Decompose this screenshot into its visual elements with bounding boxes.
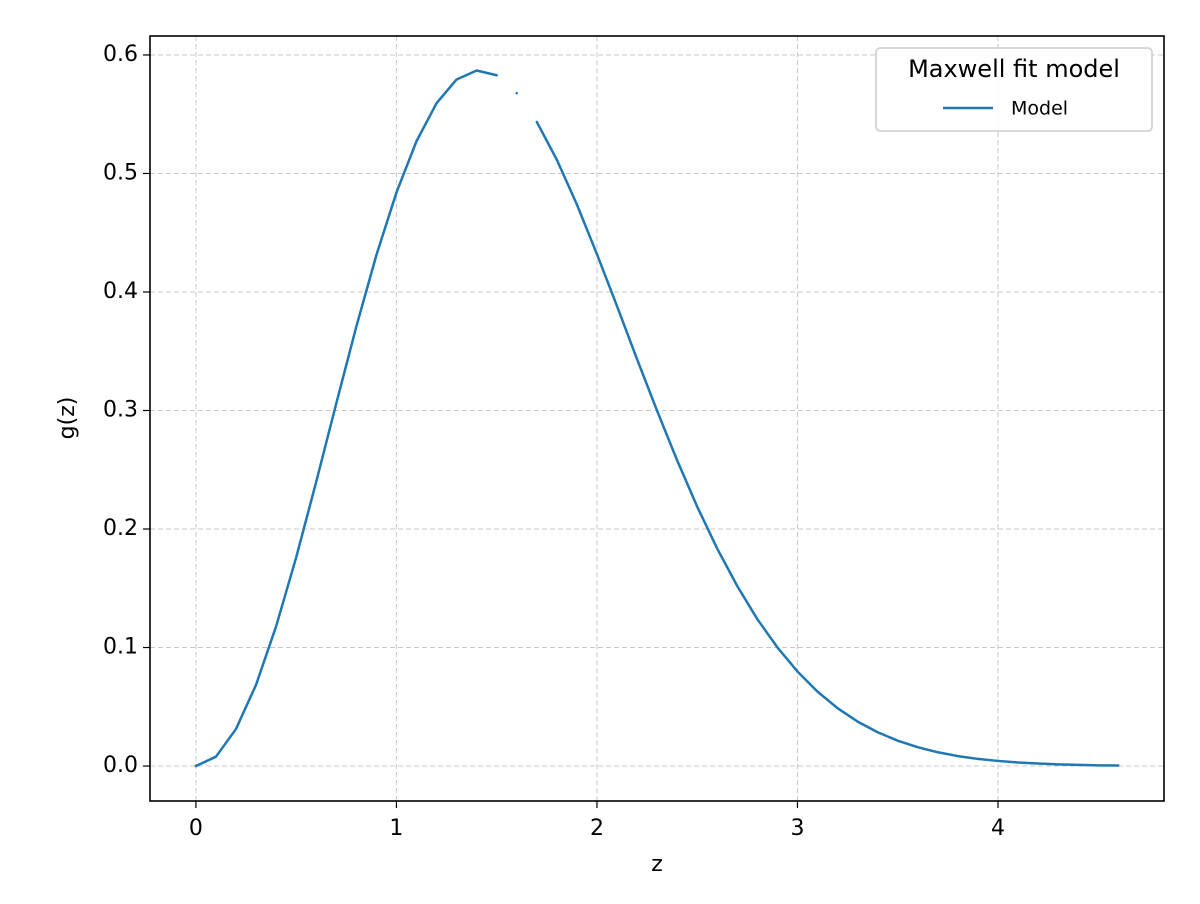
y-tick-label: 0.4	[103, 279, 138, 304]
y-tick-label: 0.3	[103, 398, 138, 423]
legend: Maxwell fit model Model	[875, 47, 1153, 132]
x-tick-label: 4	[991, 816, 1005, 841]
y-tick-label: 0.6	[103, 42, 138, 67]
legend-title: Maxwell fit model	[908, 55, 1120, 83]
y-axis-label: g(z)	[55, 397, 80, 440]
data-line	[194, 69, 1120, 768]
y-tick-label: 0.2	[103, 516, 138, 541]
y-tick-label: 0.0	[103, 753, 138, 778]
x-tick-label: 0	[189, 816, 203, 841]
x-tick-label: 2	[590, 816, 604, 841]
legend-label: Model	[1011, 98, 1068, 120]
x-tick-label: 3	[790, 816, 804, 841]
x-tick-label: 1	[389, 816, 403, 841]
y-tick-label: 0.5	[103, 160, 138, 185]
plot-frame	[149, 35, 1165, 802]
y-tick-label: 0.1	[103, 635, 138, 660]
x-axis-label: z	[651, 852, 663, 877]
legend-box	[875, 47, 1153, 132]
